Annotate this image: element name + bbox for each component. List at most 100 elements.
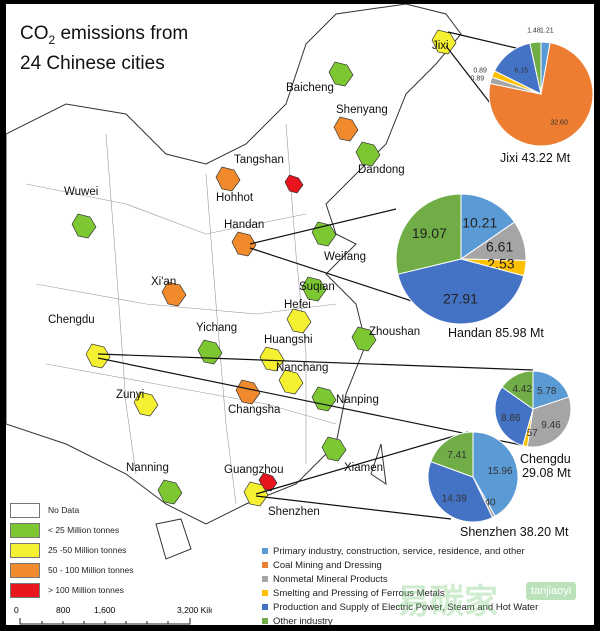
pie-value-label: 6.61	[486, 238, 513, 254]
city-label: Dandong	[358, 164, 405, 176]
city-label: Chengdu	[48, 314, 95, 326]
city-region-changsha	[235, 379, 261, 405]
pie-value-label: 32.60	[550, 120, 568, 127]
connector-line	[249, 208, 397, 245]
sector-label: Primary industry, construction, service,…	[273, 545, 525, 557]
sector-legend-item: Primary industry, construction, service,…	[262, 544, 538, 558]
pie-value-label: 4.42	[512, 384, 532, 395]
pie-title-text: Chengdu	[520, 452, 571, 466]
map-title: CO2 emissions from 24 Chinese cities	[20, 23, 189, 74]
svg-text:800: 800	[56, 605, 70, 615]
legend-label: > 100 Million tonnes	[48, 585, 124, 595]
legend-item: < 25 Million tonnes	[10, 520, 236, 540]
pie-value-label: 5.78	[537, 386, 557, 397]
city-label: Nanchang	[276, 362, 329, 374]
city-region-tangshan	[284, 174, 304, 194]
emission-legend: No Data < 25 Million tonnes 25 -50 Million…	[10, 500, 236, 600]
city-region-hohhot	[215, 166, 241, 192]
watermark-tag: tanjiaoyi	[526, 582, 577, 600]
sector-label: Smelting and Pressing of Ferrous Metals	[273, 587, 445, 599]
pie-value-label: 0.89	[471, 76, 485, 83]
city-label: Hohhot	[216, 192, 254, 204]
pie-value-label: 0.57	[518, 428, 538, 439]
pie-value-label: 9.46	[541, 420, 561, 431]
connector-line	[255, 495, 452, 520]
city-region-handan	[231, 231, 257, 257]
city-label: Jixi	[432, 40, 449, 52]
sector-label: Production and Supply of Electric Power,…	[273, 601, 539, 613]
legend-label: < 25 Million tonnes	[48, 525, 120, 535]
pie-title-text: Jixi 43.22 Mt	[500, 151, 571, 165]
city-label: Zhoushan	[369, 326, 421, 338]
sector-legend-item: Production and Supply of Electric Power,…	[262, 600, 538, 614]
city-region-baicheng	[328, 61, 354, 87]
city-label: Suqian	[299, 281, 335, 293]
legend-label: No Data	[48, 505, 80, 515]
city-region-zhoushan	[351, 326, 377, 352]
pie-value-label: 10.21	[462, 214, 497, 230]
sector-legend-item: Nonmetal Mineral Products	[262, 572, 538, 586]
pie-title: Jixi 43.22 Mt	[500, 151, 570, 165]
pie-value-label: 14.39	[442, 494, 467, 505]
pie-value-label: 6.15	[514, 68, 528, 75]
pie-slice-nonmetal	[526, 396, 572, 448]
sector-swatch	[262, 576, 268, 582]
svg-text:0: 0	[14, 605, 19, 615]
pie-slice-primary	[472, 431, 519, 517]
legend-item: No Data	[10, 500, 236, 520]
pie-value-label: 1.21	[540, 27, 554, 34]
sector-legend: Primary industry, construction, service,…	[262, 544, 538, 628]
svg-text:1,600: 1,600	[94, 605, 116, 615]
city-region-zunyi	[133, 391, 159, 417]
pie-value-label: 15.96	[487, 466, 512, 477]
city-region-chengdu	[85, 343, 111, 369]
city-label: Handan	[224, 219, 265, 231]
city-region-suqian	[301, 276, 327, 302]
sector-legend-item: Other industry	[262, 614, 538, 628]
city-region-xiamen	[321, 436, 347, 462]
pie-title-text: Shenzhen 38.20 Mt	[460, 525, 569, 539]
city-label: Shenyang	[336, 104, 388, 116]
city-label: Nanping	[336, 394, 379, 406]
watermark-logo: 易碳家	[396, 583, 498, 621]
city-label: Huangshi	[264, 334, 313, 346]
pie-title: Chengdu 29.08 Mt	[520, 452, 571, 480]
sector-legend-item: Coal Mining and Dressing	[262, 558, 538, 572]
pie-slice-other	[395, 193, 462, 275]
city-label: Xi'an	[151, 276, 177, 288]
pie-value-label: 7.41	[447, 450, 467, 461]
pie-value-label: 0.89	[473, 67, 487, 74]
city-region-jixi	[431, 29, 457, 55]
city-region-nanning	[157, 479, 183, 505]
map-canvas: 1.21 32.60 0.89 0.89 6.15 1.48 10.21 6.61 2.53 27…	[6, 4, 594, 628]
pie-slice-primary	[460, 193, 516, 260]
connector-line	[255, 431, 469, 495]
city-region-xian	[161, 281, 187, 307]
city-region-shenyang	[333, 116, 359, 142]
city-label: Tangshan	[234, 154, 284, 166]
city-region-nanping	[311, 386, 337, 412]
pie-title-text: Handan 85.98 Mt	[448, 326, 544, 340]
city-region-dandong	[355, 141, 381, 167]
connector-line	[97, 357, 527, 447]
city-label: Wuwei	[64, 186, 99, 198]
city-label: Yichang	[196, 322, 238, 334]
pie-value-label: 1.48	[527, 27, 541, 34]
pie-value-label: 27.91	[443, 290, 478, 306]
legend-swatch	[10, 522, 40, 538]
sector-label: Coal Mining and Dressing	[273, 559, 382, 571]
city-region-huangshi	[259, 346, 285, 372]
sector-swatch	[262, 562, 268, 568]
city-label: Baicheng	[286, 82, 334, 94]
pie-slice-electric	[494, 386, 534, 447]
sector-label: Nonmetal Mineral Products	[273, 573, 388, 585]
sector-swatch	[262, 604, 268, 610]
city-region-hefei	[286, 308, 312, 334]
city-region-wuwei	[71, 213, 97, 239]
city-label: Changsha	[228, 404, 281, 416]
legend-swatch	[10, 502, 40, 518]
pie-title: Shenzhen 38.20 Mt	[460, 525, 568, 539]
city-label: Xiamen	[344, 462, 383, 474]
